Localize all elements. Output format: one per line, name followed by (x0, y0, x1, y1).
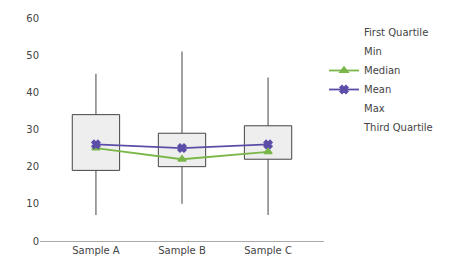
svg-text:Sample A: Sample A (72, 245, 120, 256)
svg-text:0: 0 (33, 236, 39, 247)
svg-text:Third Quartile: Third Quartile (363, 122, 433, 133)
svg-text:Sample C: Sample C (244, 245, 292, 256)
svg-text:40: 40 (26, 87, 39, 98)
svg-text:20: 20 (26, 161, 39, 172)
svg-text:30: 30 (26, 124, 39, 135)
svg-text:Mean: Mean (364, 84, 391, 95)
svg-text:10: 10 (26, 198, 39, 209)
svg-text:Median: Median (364, 65, 400, 76)
svg-text:50: 50 (26, 50, 39, 61)
svg-text:Min: Min (364, 46, 382, 57)
svg-text:Sample B: Sample B (158, 245, 206, 256)
svg-text:First Quartile: First Quartile (364, 27, 428, 38)
svg-text:60: 60 (26, 13, 39, 24)
svg-text:Max: Max (364, 103, 385, 114)
